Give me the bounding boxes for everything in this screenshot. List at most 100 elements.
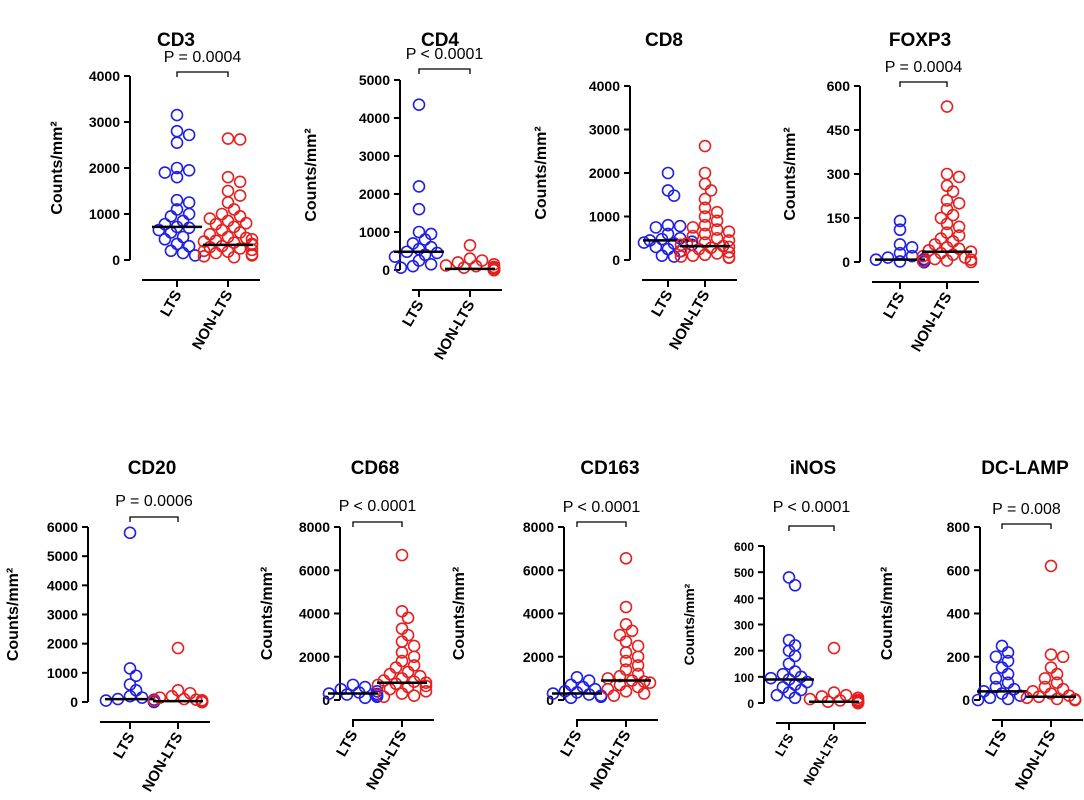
data-point <box>952 220 966 234</box>
panel-title: CD68 <box>351 458 400 479</box>
data-point <box>395 622 409 635</box>
data-point <box>782 657 796 671</box>
data-point <box>123 689 137 703</box>
data-point <box>946 185 960 198</box>
x-category-label: NON-LTS <box>189 288 236 353</box>
y-tick-label: 4000 <box>47 577 78 593</box>
data-point <box>698 166 712 180</box>
data-point <box>221 196 235 209</box>
y-tick-label: 400 <box>947 606 971 622</box>
data-point <box>1050 692 1064 706</box>
p-value-label: P = 0.0006 <box>115 493 193 510</box>
y-tick-label: 1000 <box>359 224 390 240</box>
y-tick-label: 150 <box>827 210 851 226</box>
data-point <box>170 124 184 138</box>
data-point <box>940 100 954 113</box>
data-point <box>952 197 966 210</box>
x-category-label: LTS <box>648 288 676 320</box>
y-tick-label: 0 <box>70 694 78 710</box>
p-value-label: P < 0.0001 <box>406 46 484 63</box>
data-point <box>346 678 360 692</box>
data-point <box>631 639 645 653</box>
y-tick-label: 600 <box>734 540 754 554</box>
data-point <box>412 180 426 193</box>
data-point <box>1068 693 1082 707</box>
y-tick-label: 4000 <box>299 606 330 622</box>
data-point <box>619 600 633 614</box>
y-tick-label: 6000 <box>299 562 330 578</box>
data-point <box>227 203 241 216</box>
panel-title: FOXP3 <box>889 30 951 51</box>
data-point <box>233 242 247 255</box>
data-point <box>407 689 421 702</box>
panel-foxp3: FOXP3 0 150 300 450 600 Counts/mm² LTS NON-LTS P … <box>782 30 979 355</box>
x-category-label: LTS <box>772 731 797 759</box>
y-tick-label: 0 <box>747 697 754 711</box>
y-tick-label: 0 <box>112 252 120 268</box>
data-point <box>395 548 409 562</box>
data-point <box>686 221 700 234</box>
data-point <box>971 693 985 707</box>
y-tick-label: 2000 <box>299 649 330 665</box>
data-point <box>412 98 426 111</box>
data-point <box>401 611 415 625</box>
data-point <box>661 218 675 232</box>
y-tick-label: 4000 <box>523 606 554 622</box>
panel-title: CD163 <box>580 458 639 479</box>
panel-dc-lamp: DC-LAMP 0 200 400 600 800 Counts/mm² LTS NON-LTS… <box>879 458 1083 793</box>
data-point <box>827 641 841 655</box>
p-value-label: P < 0.0001 <box>773 499 851 516</box>
y-tick-label: 1000 <box>89 206 120 222</box>
data-point <box>698 227 712 241</box>
data-point <box>395 635 409 648</box>
y-tick-label: 5000 <box>47 548 78 564</box>
data-point <box>989 650 1003 664</box>
data-point <box>395 646 409 659</box>
y-tick-label: 3000 <box>589 122 620 138</box>
y-axis-label: Counts/mm² <box>451 567 468 660</box>
data-point <box>182 164 196 177</box>
data-point <box>631 659 645 672</box>
y-tick-label: 8000 <box>523 519 554 535</box>
significance-bracket <box>576 521 627 527</box>
panel-cd4: CD4 0 1000 2000 3000 4000 5000 Counts/mm² LTS NON… <box>303 30 502 363</box>
data-point <box>564 678 578 692</box>
data-point <box>221 170 235 184</box>
significance-bracket <box>129 516 179 522</box>
y-tick-label: 3000 <box>359 148 390 164</box>
data-point <box>209 246 223 260</box>
data-point <box>619 618 633 631</box>
y-tick-label: 3000 <box>47 607 78 623</box>
data-point <box>215 207 229 221</box>
data-point <box>619 635 633 648</box>
x-category-label: NON-LTS <box>908 290 955 355</box>
data-point <box>698 218 712 232</box>
data-point <box>710 205 724 219</box>
y-axis-label: Counts/mm² <box>879 567 896 660</box>
data-point <box>221 184 235 198</box>
data-point <box>803 692 817 706</box>
data-point <box>928 252 942 266</box>
data-point <box>182 128 196 142</box>
data-point <box>395 687 409 700</box>
y-tick-label: 2000 <box>359 186 390 202</box>
data-point <box>893 255 907 268</box>
data-point <box>698 201 712 215</box>
data-point <box>619 654 633 668</box>
data-point <box>710 223 724 236</box>
data-point <box>182 207 196 221</box>
data-point <box>661 166 675 180</box>
panel-title: DC-LAMP <box>981 458 1069 479</box>
significance-bracket <box>352 521 403 527</box>
data-point <box>170 170 184 184</box>
data-point <box>601 682 615 696</box>
data-point <box>940 194 954 207</box>
data-point <box>940 217 954 231</box>
y-tick-label: 0 <box>382 262 390 278</box>
data-point <box>1056 650 1070 664</box>
data-point <box>631 650 645 664</box>
data-point <box>995 639 1009 653</box>
x-category-label: NON-LTS <box>800 731 842 788</box>
data-point <box>389 661 403 674</box>
data-point <box>1001 692 1015 706</box>
